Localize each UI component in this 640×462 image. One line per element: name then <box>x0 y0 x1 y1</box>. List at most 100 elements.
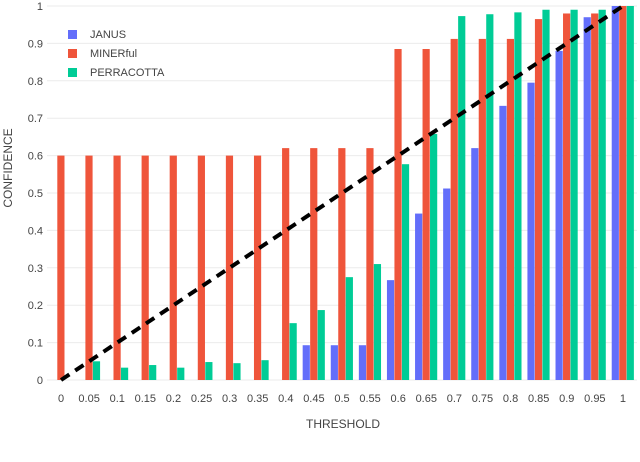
y-axis-title: CONFIDENCE <box>1 128 15 207</box>
bar-perracotta-0.95 <box>598 9 606 381</box>
bar-perracotta-0.55 <box>373 264 382 380</box>
y-tick-label: 0.9 <box>28 38 43 50</box>
x-tick-label: 0.9 <box>559 393 574 405</box>
legend-label-janus: JANUS <box>90 29 126 41</box>
bar-minerful-0.8 <box>506 38 515 380</box>
x-tick-label: 0.65 <box>416 393 437 405</box>
bar-minerful-0.05 <box>85 155 93 380</box>
bar-minerful-0 <box>57 155 65 380</box>
bar-janus-0.7 <box>443 188 451 380</box>
x-tick-label: 0.35 <box>247 393 268 405</box>
bar-perracotta-0.05 <box>92 361 101 380</box>
legend-label-minerful: MINERful <box>90 48 137 60</box>
bar-perracotta-0.6 <box>401 164 410 380</box>
bar-minerful-0.85 <box>534 19 543 381</box>
bar-perracotta-0.15 <box>149 365 157 380</box>
legend-label-perracotta: PERRACOTTA <box>90 67 165 79</box>
bar-minerful-0.75 <box>478 38 486 380</box>
x-tick-label: 0.1 <box>110 393 125 405</box>
bar-perracotta-0.1 <box>120 367 129 380</box>
bar-janus-0.8 <box>499 105 507 381</box>
bar-janus-0.9 <box>555 50 563 380</box>
bar-perracotta-0.2 <box>177 367 185 380</box>
legend-swatch-minerful <box>68 49 77 58</box>
bar-minerful-0.9 <box>563 13 571 380</box>
bar-minerful-0.55 <box>366 148 374 380</box>
bar-perracotta-0.9 <box>570 9 578 381</box>
bar-janus-0.85 <box>527 82 535 381</box>
bar-perracotta-0.75 <box>486 14 494 380</box>
x-tick-label: 0.7 <box>447 393 462 405</box>
reference-line <box>59 4 625 382</box>
bar-minerful-0.15 <box>141 155 149 380</box>
legend-swatch-janus <box>68 30 77 39</box>
bar-perracotta-0.45 <box>317 310 325 380</box>
bar-perracotta-0.35 <box>261 360 269 380</box>
bar-janus-0.75 <box>471 148 479 380</box>
x-tick-label: 0.2 <box>166 393 181 405</box>
x-tick-label: 0.4 <box>278 393 293 405</box>
bar-minerful-0.5 <box>338 148 346 380</box>
bar-perracotta-0.4 <box>289 323 297 380</box>
x-tick-label: 0.15 <box>135 393 156 405</box>
x-tick-label: 0.5 <box>334 393 349 405</box>
y-tick-label: 0.6 <box>28 151 43 163</box>
bar-perracotta-0.7 <box>458 16 466 380</box>
bar-perracotta-0.25 <box>205 362 213 380</box>
bar-minerful-1 <box>619 6 627 380</box>
bar-minerful-0.95 <box>591 13 599 380</box>
x-tick-label: 0.85 <box>528 393 549 405</box>
bar-perracotta-0.85 <box>542 9 550 381</box>
y-tick-label: 0.4 <box>28 225 43 237</box>
bar-janus-0.55 <box>358 345 367 380</box>
x-tick-label: 0.95 <box>584 393 605 405</box>
y-tick-label: 0.3 <box>28 263 43 275</box>
y-tick-label: 0.8 <box>28 76 43 88</box>
y-tick-label: 1 <box>37 1 43 13</box>
bar-janus-0.45 <box>302 345 310 380</box>
x-tick-label: 0.3 <box>222 393 237 405</box>
legend: JANUS MINERful PERRACOTTA <box>68 29 165 79</box>
bar-minerful-0.4 <box>282 148 290 380</box>
bars <box>57 6 634 381</box>
y-tick-label: 0.7 <box>28 113 43 125</box>
x-tick-label: 0.55 <box>359 393 380 405</box>
bar-janus-0.65 <box>415 213 423 380</box>
bar-minerful-0.65 <box>422 49 430 380</box>
bar-minerful-0.7 <box>450 38 458 380</box>
bar-perracotta-0.8 <box>514 12 522 381</box>
bar-perracotta-0.3 <box>233 363 241 380</box>
bar-minerful-0.45 <box>310 148 318 380</box>
x-tick-label: 0.45 <box>303 393 324 405</box>
bar-minerful-0.25 <box>197 155 205 380</box>
x-tick-label: 0.75 <box>472 393 493 405</box>
bar-janus-0.6 <box>386 280 395 380</box>
x-axis-title: THRESHOLD <box>306 417 380 431</box>
x-tick-label: 0.8 <box>503 393 518 405</box>
y-tick-label: 0.5 <box>28 188 43 200</box>
x-tick-label: 0.05 <box>78 393 99 405</box>
x-tick-label: 1 <box>620 393 626 405</box>
y-tick-label: 0.1 <box>28 338 43 350</box>
bar-janus-0.5 <box>330 345 338 380</box>
y-tick-label: 0.2 <box>28 300 43 312</box>
x-tick-label: 0.6 <box>391 393 406 405</box>
bar-minerful-0.35 <box>253 155 262 380</box>
bar-minerful-0.6 <box>394 49 402 380</box>
x-axis-ticks: 0 0.05 0.1 0.15 0.2 0.25 0.3 0.35 0.4 0.45 0.5 0.55… <box>58 393 626 405</box>
y-tick-label: 0 <box>37 375 43 387</box>
bar-minerful-0.1 <box>113 155 121 380</box>
bar-janus-0.95 <box>583 17 591 380</box>
legend-swatch-perracotta <box>68 68 77 77</box>
x-tick-label: 0.25 <box>191 393 212 405</box>
reference-diagonal-line <box>59 4 625 382</box>
x-tick-label: 0 <box>58 393 64 405</box>
bar-perracotta-0.5 <box>345 277 353 380</box>
bar-perracotta-0.65 <box>430 133 438 380</box>
bar-janus-1 <box>611 6 619 380</box>
bar-minerful-0.2 <box>169 155 177 380</box>
bar-perracotta-1 <box>626 6 634 380</box>
bar-minerful-0.3 <box>225 155 234 380</box>
